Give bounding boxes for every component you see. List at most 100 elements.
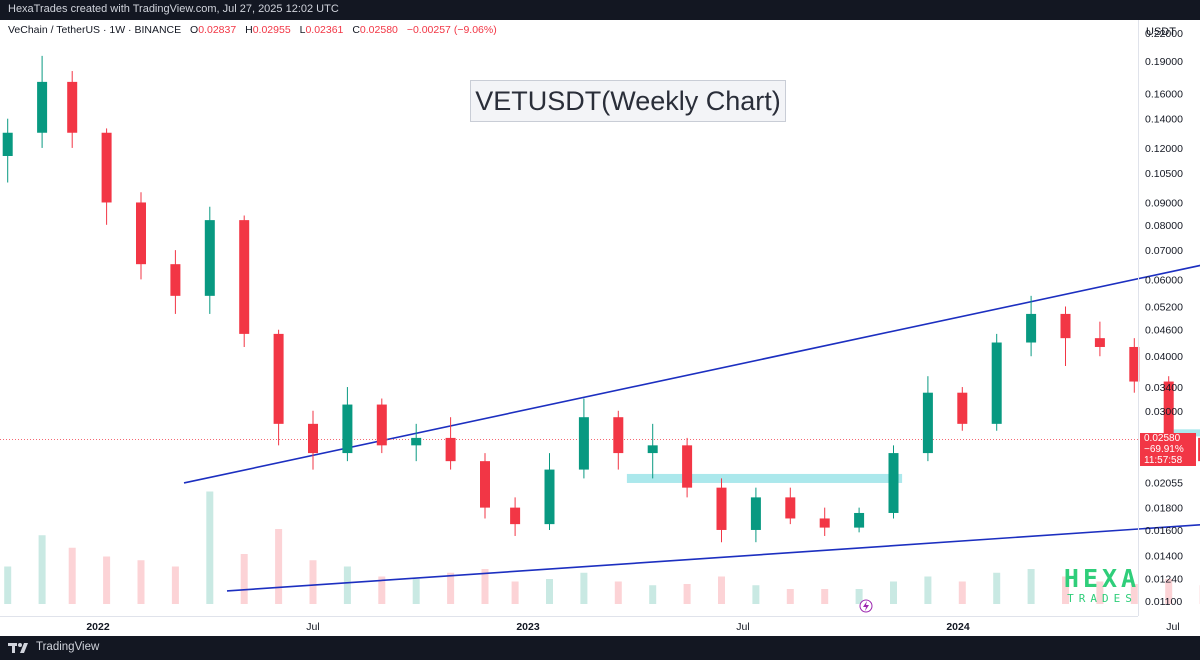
logo-line-2: TRADES [1067,592,1137,605]
volume-bar [275,529,283,604]
candle-body [922,392,933,454]
tradingview-logo-icon [8,643,28,653]
price-tick-label: 0.01600 [1145,525,1183,537]
volume-bar [580,572,588,604]
support-zone-2023 [626,473,903,483]
candle-body [411,437,422,446]
volume-bar [958,581,966,604]
low-label: L [299,24,306,36]
high-label: H [245,24,253,36]
volume-bar [240,554,248,604]
low-value: 0.02361 [305,24,344,36]
candle-layer [2,55,1200,543]
time-tick-label: 2024 [946,621,970,633]
candle-body [785,497,796,519]
lightning-icon [859,599,873,613]
candle-body [37,81,48,133]
price-tick-label: 0.01400 [1145,550,1183,562]
volume-bar [412,579,420,604]
price-tick-label: 0.12000 [1145,143,1183,155]
time-tick-label: 2022 [86,621,110,633]
volume-bar [546,579,553,604]
volume-bar [511,581,519,604]
trendline-layer [0,264,1200,592]
volume-bar [68,547,76,604]
last-price-value: 0.02580 [1144,433,1181,445]
candle-body [445,437,456,462]
volume-bar [481,569,489,604]
candle-body [1094,338,1105,347]
hexa-trades-logo: HEXA TRADES [1062,566,1142,606]
candle-body [888,453,899,513]
change-value: −0.00257 (−9.06%) [406,24,497,36]
volume-bar [206,491,214,604]
high-value: 0.02955 [252,24,291,36]
axis-layer: 0.22000 0.19000 0.16000 0.14000 0.12000 0.105… [0,20,1183,633]
volume-bar [137,560,145,604]
volume-bar [752,585,760,604]
currency-label: USDT [1146,26,1176,38]
lower-trendline [226,524,1200,592]
volume-bar [171,566,179,604]
price-tick-label: 0.01240 [1145,573,1183,585]
candle-body [376,404,387,446]
volume-bar [821,589,829,604]
candle-body [1060,313,1071,339]
price-chart[interactable]: 0.22000 0.19000 0.16000 0.14000 0.12000 0.105… [0,20,1200,636]
candle-body [819,518,830,528]
time-tick-label: Jul [306,621,319,633]
candle-body [716,487,727,530]
price-tick-label: 0.03400 [1145,382,1183,394]
last-price-tag: 0.02580 −69.91% 11:57:58 [1140,433,1196,467]
time-tick-label: Jul [736,621,749,633]
watermark-credit-bar: HexaTrades created with TradingView.com,… [0,0,1200,20]
bar-countdown: 11:57:58 [1144,455,1183,467]
volume-bar [924,576,932,604]
candle-body [2,132,13,156]
price-tick-label: 0.22000 [1145,28,1183,40]
candle-body [613,417,624,454]
candle-body [682,445,693,488]
candle-body [854,512,865,528]
time-tick-label: Jul [1166,621,1179,633]
volume-bar [614,581,622,604]
candle-body [1129,346,1140,382]
candle-body [342,404,353,454]
candle-body [170,264,181,296]
candle-body [273,333,284,424]
candle-body [239,220,250,334]
candle-body [578,417,589,470]
footer-brand: TradingView [36,641,100,653]
volume-layer [4,491,1200,604]
candle-body [750,497,761,530]
candle-body [544,469,555,525]
volume-bar [38,535,46,604]
candle-body [991,342,1002,424]
candle-body [204,220,215,296]
last-price-change: −69.91% [1144,444,1184,456]
volume-bar [4,566,12,604]
volume-bar [786,589,794,604]
price-tick-label: 0.16000 [1145,88,1183,100]
candle-body [1163,381,1174,438]
candle-body [136,202,146,265]
logo-line-1: HEXA [1063,564,1141,593]
price-tick-label: 0.07000 [1145,245,1183,257]
candle-body [480,461,490,508]
price-tick-label: 0.08000 [1145,220,1183,232]
price-tick-label: 0.09000 [1145,197,1183,209]
candle-body [957,392,968,424]
symbol-description[interactable]: VeChain / TetherUS · 1W · BINANCE [8,24,182,36]
volume-bar [855,589,863,604]
zone-layer [626,429,1200,483]
open-value: 0.02837 [198,24,237,36]
price-tick-label: 0.19000 [1145,56,1183,68]
volume-bar [309,560,317,604]
time-tick-label: 2023 [516,621,540,633]
credit-text: HexaTrades created with TradingView.com,… [8,3,339,15]
candle-body [1026,313,1037,343]
price-tick-label: 0.01100 [1145,596,1182,608]
close-label: C [352,24,360,36]
candle-body [101,132,112,203]
support-zone-2024 [1173,429,1200,437]
